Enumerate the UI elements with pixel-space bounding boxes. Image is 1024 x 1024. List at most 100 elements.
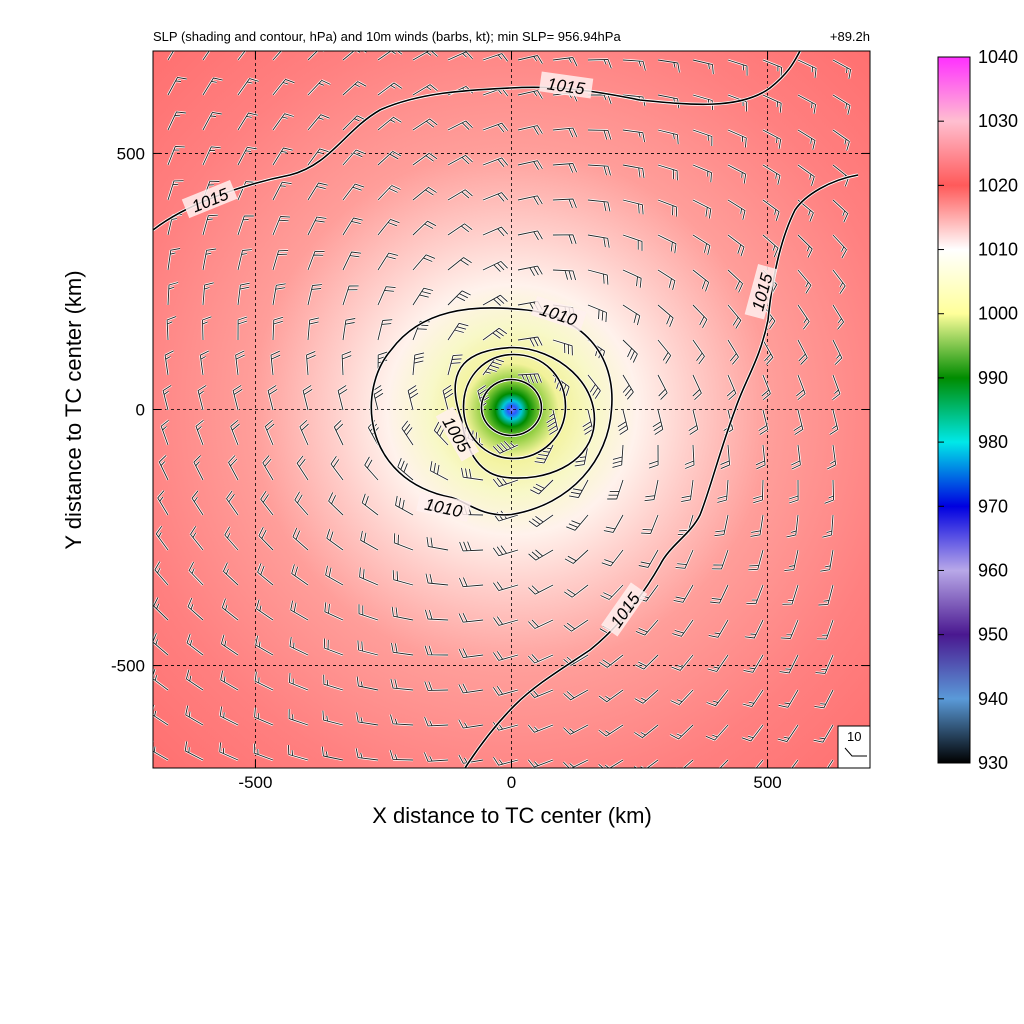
wind-barb bbox=[423, 752, 449, 762]
wind-barb bbox=[425, 573, 449, 586]
wind-barb bbox=[719, 759, 729, 768]
wind-barb bbox=[622, 374, 634, 400]
wind-barb bbox=[815, 654, 834, 674]
wind-barb bbox=[395, 495, 414, 516]
wind-barb bbox=[832, 59, 852, 79]
wind-barb bbox=[264, 419, 275, 446]
contour-inner-2 bbox=[462, 353, 567, 460]
wind-barb bbox=[235, 350, 245, 376]
wind-barb bbox=[657, 374, 668, 400]
wind-barb bbox=[634, 724, 659, 738]
wind-barb bbox=[517, 336, 543, 347]
wind-barb bbox=[648, 444, 659, 469]
wind-barb bbox=[253, 743, 274, 761]
wind-barb bbox=[762, 59, 783, 77]
wind-barb bbox=[267, 385, 278, 411]
wind-barb bbox=[377, 151, 402, 166]
wind-barb bbox=[671, 654, 694, 671]
wind-barb bbox=[412, 187, 437, 201]
wind-barb bbox=[426, 536, 449, 551]
wind-barb bbox=[226, 490, 239, 516]
wind-barb bbox=[527, 759, 554, 768]
wind-barb bbox=[288, 672, 309, 691]
wind-barb bbox=[598, 689, 624, 703]
wind-barb bbox=[820, 549, 834, 572]
wind-barb bbox=[184, 741, 204, 761]
wind-barb bbox=[447, 155, 473, 166]
x-tick-label: 0 bbox=[507, 773, 516, 792]
wind-barb bbox=[657, 199, 678, 217]
wind-barb bbox=[681, 479, 694, 503]
wind-barb bbox=[254, 707, 274, 726]
wind-barb bbox=[780, 619, 799, 639]
wind-barb bbox=[750, 514, 764, 537]
y-tick-label: 500 bbox=[117, 144, 145, 163]
wind-barb bbox=[552, 127, 578, 138]
wind-barb bbox=[167, 111, 186, 131]
wind-barb bbox=[424, 716, 449, 727]
colorbar-ticks: 930 940 950 960 970 980 990 1000 1010 1020 1030 104… bbox=[938, 47, 1018, 773]
wind-barb bbox=[534, 444, 554, 464]
wind-barb bbox=[154, 561, 169, 586]
y-tick-label: -500 bbox=[111, 657, 145, 676]
wind-barb bbox=[746, 584, 764, 605]
wind-barb bbox=[447, 189, 473, 201]
barb-reference-icon bbox=[844, 747, 867, 757]
wind-barb bbox=[412, 84, 438, 96]
wind-barb bbox=[307, 51, 325, 61]
wind-barb bbox=[753, 479, 764, 504]
wind-barb bbox=[256, 599, 274, 621]
wind-barb bbox=[287, 744, 309, 761]
wind-barb bbox=[692, 129, 713, 147]
wind-barb bbox=[220, 670, 239, 691]
wind-barb bbox=[412, 352, 425, 376]
wind-barb bbox=[657, 234, 677, 254]
wind-barb bbox=[517, 55, 543, 64]
x-tick-label: -500 bbox=[238, 773, 272, 792]
wind-barb bbox=[355, 748, 379, 761]
wind-barb bbox=[306, 350, 316, 376]
wind-barb bbox=[360, 530, 379, 551]
contour-label-bg bbox=[416, 491, 472, 522]
wind-barb bbox=[482, 122, 509, 133]
wind-barb bbox=[726, 374, 737, 401]
wind-barb bbox=[644, 479, 659, 502]
wind-barb bbox=[527, 724, 554, 733]
wind-barb bbox=[407, 385, 419, 411]
wind-barbs bbox=[153, 51, 852, 768]
wind-barb bbox=[412, 287, 434, 306]
wind-barb bbox=[482, 157, 509, 167]
wind-barb bbox=[389, 750, 414, 761]
wind-barb bbox=[153, 597, 169, 621]
wind-barb bbox=[622, 199, 644, 215]
wind-barb bbox=[720, 444, 731, 470]
wind-barb bbox=[566, 514, 589, 531]
wind-barb bbox=[492, 545, 519, 557]
wind-barb bbox=[528, 549, 554, 561]
wind-barb bbox=[744, 619, 764, 639]
colorbar-tick-label: 1040 bbox=[978, 47, 1018, 67]
colorbar-tick-label: 1030 bbox=[978, 111, 1018, 131]
wind-barb bbox=[569, 479, 589, 499]
wind-barb bbox=[262, 455, 274, 481]
wind-barb bbox=[786, 514, 799, 538]
wind-barb bbox=[447, 223, 473, 236]
wind-barb bbox=[598, 724, 624, 737]
wind-barb bbox=[493, 581, 519, 592]
wind-barb bbox=[412, 220, 437, 236]
wind-barb bbox=[829, 409, 839, 435]
wind-barb bbox=[587, 58, 612, 69]
wind-barb bbox=[797, 269, 812, 294]
wind-barb bbox=[412, 254, 436, 271]
wind-barb bbox=[167, 248, 181, 271]
wind-barb bbox=[202, 316, 212, 341]
wind-barb bbox=[429, 461, 449, 481]
wind-barb bbox=[528, 584, 554, 595]
wind-barb bbox=[741, 724, 764, 742]
wind-barb bbox=[601, 549, 624, 567]
wind-barb bbox=[622, 59, 646, 71]
wind-barb bbox=[202, 111, 222, 131]
wind-barb bbox=[289, 636, 309, 656]
